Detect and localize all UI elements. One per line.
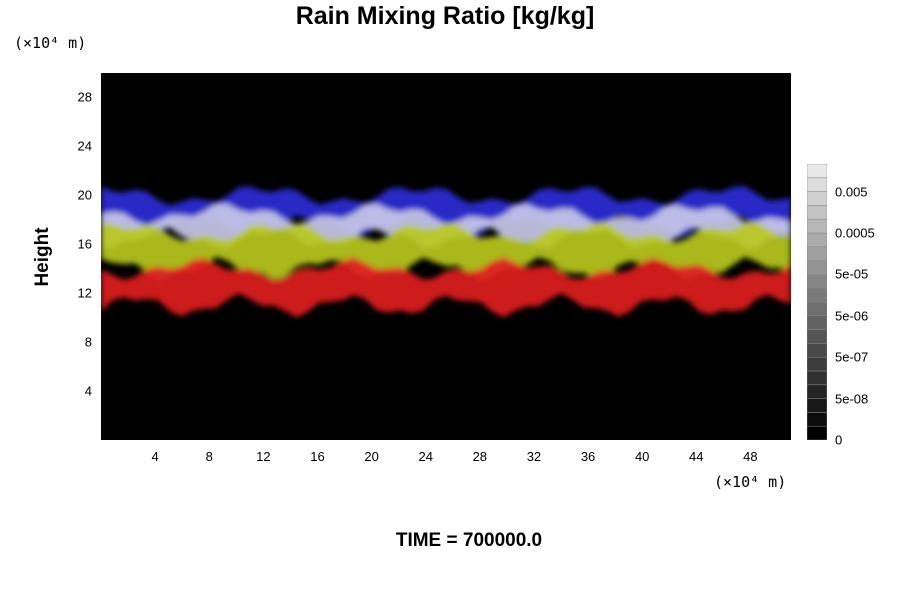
y-tick-label: 4 xyxy=(84,383,92,399)
colorbar-tick-label: 5e-08 xyxy=(835,391,869,407)
colorbar-step xyxy=(807,425,827,440)
heatmap-field xyxy=(101,186,791,318)
y-tick-label: 8 xyxy=(84,334,92,350)
x-tick-label: 8 xyxy=(205,449,213,464)
colorbar-step xyxy=(807,164,827,179)
colorbar-tick-label: 5e-05 xyxy=(835,266,869,282)
x-tick-label: 20 xyxy=(364,449,379,464)
colorbar-step xyxy=(807,260,827,275)
x-tick-label: 24 xyxy=(418,449,433,464)
x-tick-label: 16 xyxy=(310,449,325,464)
colorbar-step xyxy=(807,329,827,344)
colorbar-step xyxy=(807,218,827,234)
colorbar-step xyxy=(807,287,827,303)
x-tick-label: 48 xyxy=(743,449,758,464)
colorbar-step xyxy=(807,356,827,372)
colorbar-tick-label: 0 xyxy=(835,432,843,448)
colorbar-step xyxy=(807,370,827,386)
y-axis-label: Height xyxy=(32,227,53,287)
y-tick-label: 28 xyxy=(77,89,92,105)
time-label: TIME = 700000.0 xyxy=(395,530,543,551)
x-tick-label: 28 xyxy=(472,449,488,464)
x-tick-label: 12 xyxy=(256,449,271,464)
colorbar-step xyxy=(807,412,827,427)
colorbar-step xyxy=(807,384,827,399)
plot-area xyxy=(101,73,791,440)
y-tick-label: 12 xyxy=(77,285,92,301)
colorbar-tick-label: 5e-07 xyxy=(835,349,869,365)
x-tick-label: 40 xyxy=(634,449,650,464)
colorbar-tick-label: 5e-06 xyxy=(835,308,869,324)
x-tick-label: 32 xyxy=(526,449,542,464)
colorbar-tick-label: 0.005 xyxy=(835,184,868,200)
colorbar-step xyxy=(807,343,827,358)
colorbar-tick-label: 0.0005 xyxy=(835,225,875,241)
x-unit-label: (×10⁴ m) xyxy=(714,473,787,491)
y-unit-label: (×10⁴ m) xyxy=(14,34,87,52)
y-tick-label: 16 xyxy=(77,236,92,252)
colorbar-step xyxy=(807,274,827,289)
x-tick-label: 44 xyxy=(689,449,704,464)
rain-layer-band xyxy=(101,257,791,318)
colorbar-step xyxy=(807,246,827,261)
colorbar-step xyxy=(807,315,827,330)
x-tick-label: 4 xyxy=(151,449,159,464)
rain-layer-band xyxy=(101,221,791,281)
colorbar-step xyxy=(807,191,827,206)
y-tick-label: 24 xyxy=(77,138,92,154)
colorbar-step xyxy=(807,232,827,248)
colorbar-step xyxy=(807,398,827,413)
y-tick-label: 20 xyxy=(77,187,92,203)
colorbar-step xyxy=(807,205,827,220)
colorbar-step xyxy=(807,301,827,317)
chart-title: Rain Mixing Ratio [kg/kg] xyxy=(295,2,595,30)
x-tick-label: 36 xyxy=(580,449,596,464)
colorbar-step xyxy=(807,177,827,192)
colorbar xyxy=(807,164,827,440)
